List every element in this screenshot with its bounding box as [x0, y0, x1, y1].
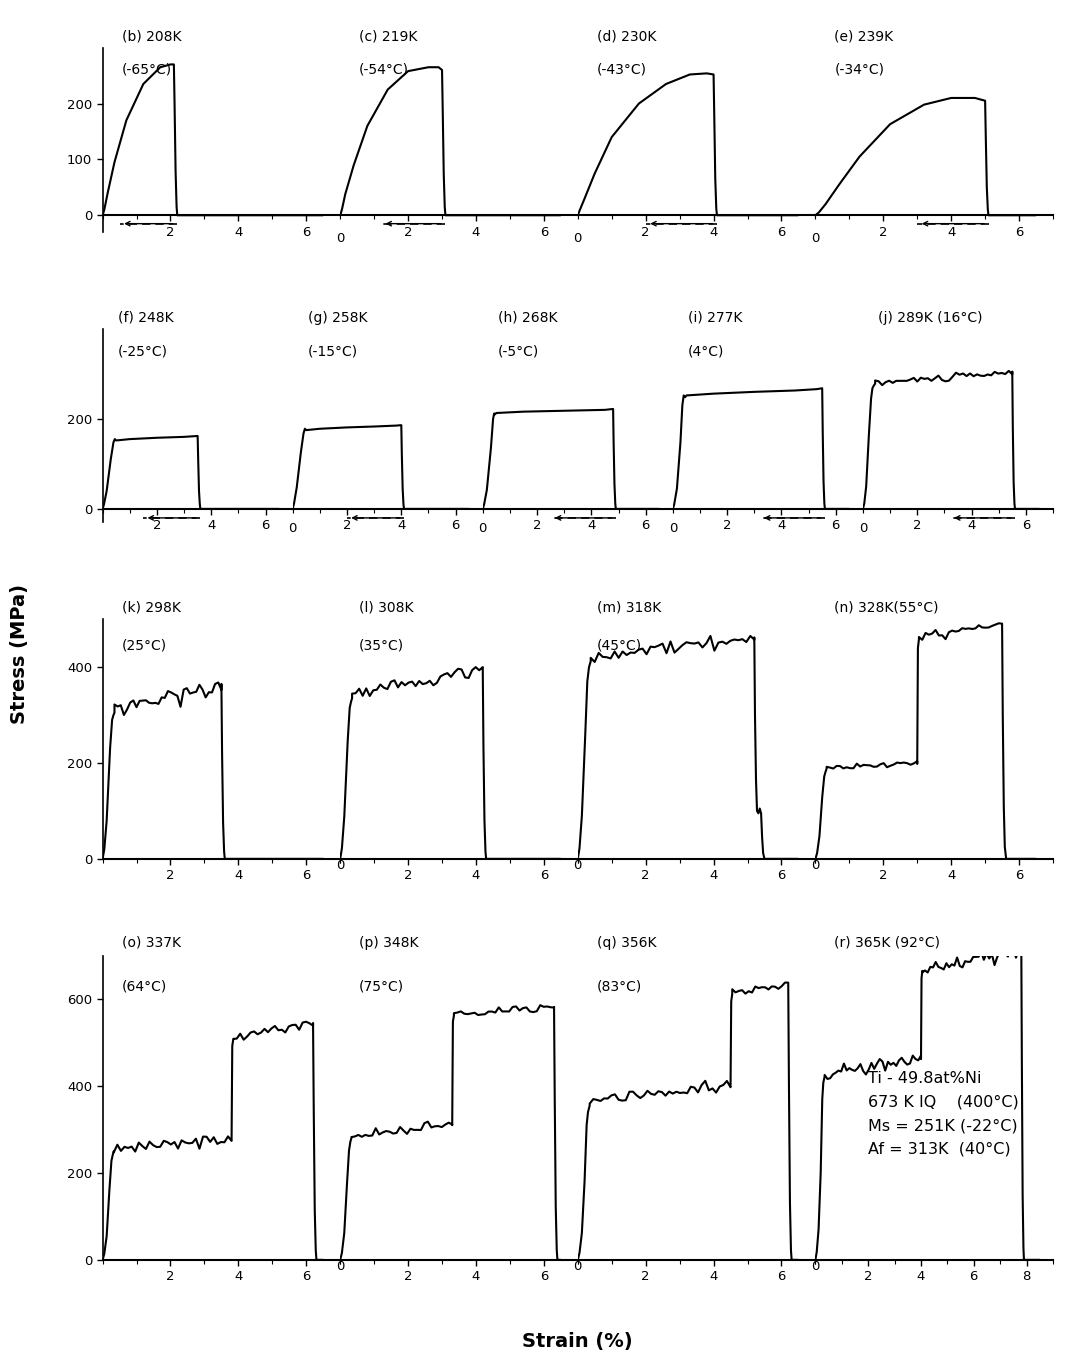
Text: (-15°C): (-15°C) — [308, 345, 357, 358]
Text: (n) 328K(55°C): (n) 328K(55°C) — [835, 601, 939, 614]
Text: (h) 268K: (h) 268K — [498, 311, 557, 326]
Text: (b) 208K: (b) 208K — [122, 30, 181, 44]
Text: 0: 0 — [573, 859, 582, 872]
Text: 0: 0 — [478, 523, 487, 535]
Text: (c) 219K: (c) 219K — [360, 30, 418, 44]
Text: (75°C): (75°C) — [360, 981, 404, 994]
Text: (-43°C): (-43°C) — [597, 63, 647, 76]
Text: (g) 258K: (g) 258K — [308, 311, 367, 326]
Text: (64°C): (64°C) — [122, 981, 166, 994]
Text: 0: 0 — [336, 232, 345, 245]
Text: (-5°C): (-5°C) — [498, 345, 539, 358]
Text: (i) 277K: (i) 277K — [688, 311, 742, 326]
Text: (25°C): (25°C) — [122, 639, 166, 652]
Text: (m) 318K: (m) 318K — [597, 601, 661, 614]
Text: 0: 0 — [573, 1260, 582, 1273]
Text: (k) 298K: (k) 298K — [122, 601, 180, 614]
Text: (p) 348K: (p) 348K — [360, 936, 419, 949]
Text: (f) 248K: (f) 248K — [118, 311, 174, 326]
Text: 0: 0 — [573, 232, 582, 245]
Text: (q) 356K: (q) 356K — [597, 936, 657, 949]
Text: Stress (MPa): Stress (MPa) — [10, 584, 29, 723]
Text: (-65°C): (-65°C) — [122, 63, 172, 76]
Text: (j) 289K (16°C): (j) 289K (16°C) — [878, 311, 983, 326]
Text: 0: 0 — [811, 859, 820, 872]
Text: 0: 0 — [336, 859, 345, 872]
Text: (-54°C): (-54°C) — [360, 63, 409, 76]
Text: (l) 308K: (l) 308K — [360, 601, 414, 614]
Text: (d) 230K: (d) 230K — [597, 30, 657, 44]
Text: 0: 0 — [811, 1260, 820, 1273]
Text: Ti - 49.8at%Ni
673 K IQ    (400°C)
Ms = 251K (-22°C)
Af = 313K  (40°C): Ti - 49.8at%Ni 673 K IQ (400°C) Ms = 251… — [867, 1072, 1018, 1156]
Text: 0: 0 — [336, 1260, 345, 1273]
Text: (r) 365K (92°C): (r) 365K (92°C) — [835, 936, 941, 949]
Text: (o) 337K: (o) 337K — [122, 936, 180, 949]
Text: (-25°C): (-25°C) — [118, 345, 167, 358]
Text: 0: 0 — [669, 523, 677, 535]
Text: (4°C): (4°C) — [688, 345, 725, 358]
Text: Strain (%): Strain (%) — [523, 1332, 633, 1351]
Text: (45°C): (45°C) — [597, 639, 642, 652]
Text: (e) 239K: (e) 239K — [835, 30, 893, 44]
Text: (35°C): (35°C) — [360, 639, 404, 652]
Text: (-34°C): (-34°C) — [835, 63, 885, 76]
Text: (83°C): (83°C) — [597, 981, 642, 994]
Text: 0: 0 — [811, 232, 820, 245]
Text: 0: 0 — [288, 523, 297, 535]
Text: 0: 0 — [859, 523, 867, 535]
